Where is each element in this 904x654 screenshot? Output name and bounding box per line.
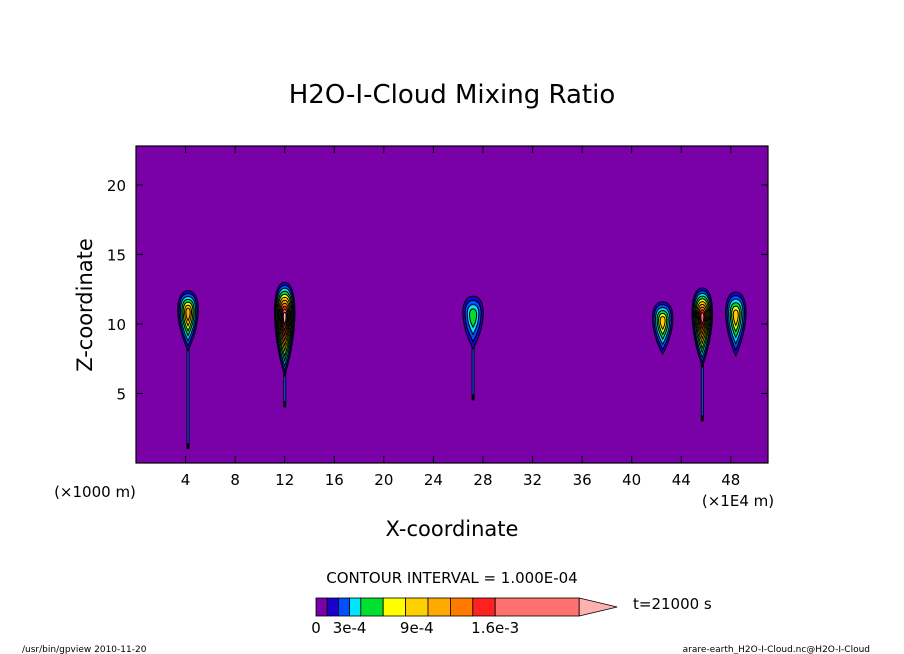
x-axis-label: X-coordinate (386, 517, 519, 541)
colorbar-segment-9 (472, 597, 496, 617)
x-tick-label-10: 44 (672, 471, 691, 489)
cloud-feature-2 (462, 295, 484, 401)
cloud-contour-1-11 (282, 311, 287, 327)
colorbar-tick-label-0: 0 (311, 619, 321, 637)
time-label: t=21000 s (633, 595, 712, 613)
footer-left: /usr/bin/gpview 2010-11-20 (22, 645, 147, 654)
colorbar: 0 3e-4 9e-4 1.6e-3 (311, 597, 618, 637)
footer-right: arare-earth_H2O-I-Cloud.nc@H2O-I-Cloud (683, 645, 870, 654)
x-tick-label-1: 8 (230, 471, 240, 489)
colorbar-tick-label-1: 3e-4 (333, 619, 367, 637)
x-units-left: (×1000 m) (54, 483, 136, 501)
colorbar-segment-1 (326, 597, 339, 617)
colorbar-segment-10 (494, 597, 580, 617)
cloud-features (177, 281, 747, 450)
colorbar-segment-0 (315, 597, 328, 617)
y-tick-label-3: 20 (107, 177, 126, 195)
cloud-contour-4-10 (700, 312, 705, 326)
colorbar-segment-4 (360, 597, 384, 617)
contour-interval-label: CONTOUR INTERVAL = 1.000E-04 (326, 569, 577, 587)
colorbar-tick-label-2: 9e-4 (400, 619, 434, 637)
cloud-contour-0-7 (185, 307, 191, 322)
x-tick-label-9: 40 (622, 471, 641, 489)
cloud-feature-3 (652, 301, 674, 356)
colorbar-segment-8 (449, 597, 474, 617)
x-tick-label-11: 48 (721, 471, 740, 489)
colorbar-extend-arrow (578, 597, 618, 617)
x-tick-label-5: 24 (424, 471, 443, 489)
colorbar-segment-2 (337, 597, 350, 617)
x-units-right: (×1E4 m) (702, 492, 774, 510)
x-tick-label-6: 28 (473, 471, 492, 489)
x-tick-label-2: 12 (275, 471, 294, 489)
colorbar-segment-3 (349, 597, 362, 617)
cloud-feature-1 (274, 281, 296, 408)
x-tick-label-8: 36 (573, 471, 592, 489)
colorbar-tick-label-3: 1.6e-3 (471, 619, 519, 637)
cloud-feature-5 (725, 291, 747, 357)
cloud-contour-3-6 (659, 315, 666, 331)
colorbar-segment-7 (427, 597, 451, 617)
x-tick-label-7: 32 (523, 471, 542, 489)
y-tick-label-1: 10 (107, 316, 126, 334)
colorbar-segment-5 (382, 597, 407, 617)
y-tick-label-2: 15 (107, 246, 126, 264)
cloud-feature-0 (177, 290, 199, 450)
y-axis-label: Z-coordinate (73, 238, 97, 372)
colorbar-segment-6 (405, 597, 429, 617)
chart-title: H2O-I-Cloud Mixing Ratio (289, 80, 616, 110)
x-tick-label-3: 16 (325, 471, 344, 489)
x-tick-label-4: 20 (374, 471, 393, 489)
cloud-contour-5-6 (732, 309, 739, 327)
cloud-contour-2-4 (469, 308, 478, 329)
plot-area (135, 145, 769, 464)
cloud-feature-4 (691, 287, 714, 422)
x-tick-label-0: 4 (181, 471, 191, 489)
y-tick-label-0: 5 (116, 385, 126, 403)
